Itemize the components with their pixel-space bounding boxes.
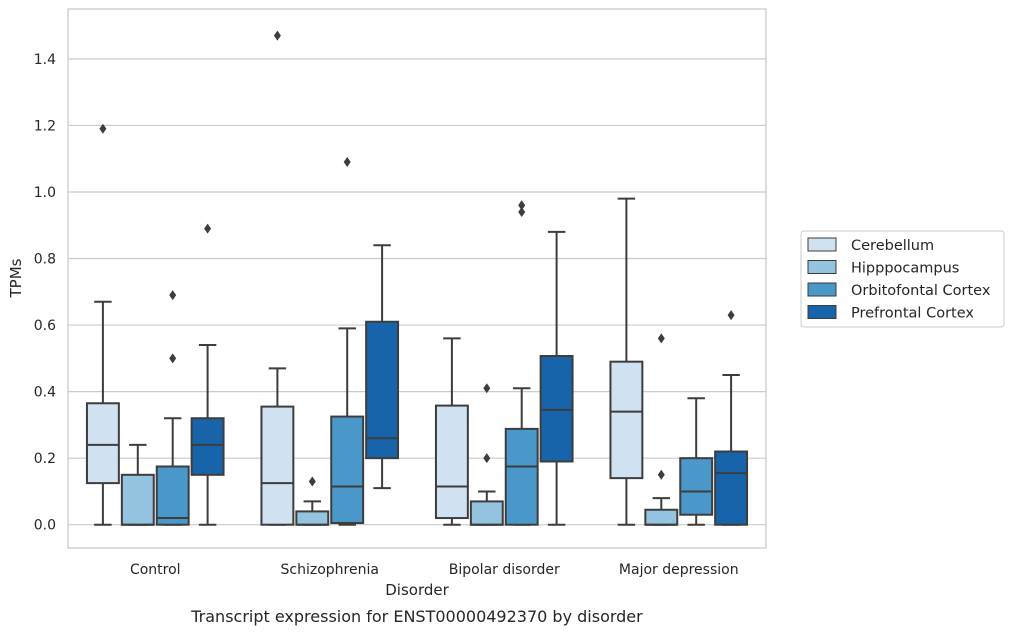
legend-frame [800,230,1005,328]
plot-frame [67,8,767,549]
box-layer [85,30,749,526]
legend-swatch [807,305,837,319]
legend-label: Cerebellum [851,238,934,254]
box-2-1 [469,383,504,526]
y-tick-label: 0.8 [34,252,56,268]
x-tick-label: Schizophrenia [281,562,379,578]
box-body [504,427,539,526]
box-body [434,404,469,520]
y-tick-label: 0.0 [34,518,56,534]
outlier-point [518,206,526,217]
y-tick-label: 0.4 [34,385,56,401]
outlier-point [343,157,351,168]
outlier-point [727,310,735,321]
box-body [365,320,400,460]
outlier-point [483,453,491,464]
outlier-point [657,469,665,480]
legend-swatch [807,260,837,274]
outlier-point [657,333,665,344]
box-body [609,360,644,480]
box-body [539,355,574,463]
outlier-point [99,123,107,134]
box-body [714,450,749,526]
box-3-2 [679,397,714,526]
box-3-3 [714,310,749,526]
box-2-0 [434,337,469,526]
x-axis-title: Disorder [385,581,449,599]
box-0-3 [190,223,225,526]
legend-swatch [807,282,837,297]
chart-caption: Transcript expression for ENST0000049237… [190,607,643,626]
box-body [85,402,120,485]
box-1-0 [260,30,295,526]
y-axis-title: TPMs [7,258,25,298]
legend-label: Prefrontal Cortex [851,306,974,322]
y-tick-label: 1.2 [34,118,56,134]
outlier-point [308,476,316,487]
legend-label: Orbitofontal Cortex [851,283,991,299]
y-tick-labels: 0.0 0.2 0.4 0.6 0.8 1.0 1.2 1.4 [34,52,56,534]
box-3-1 [644,333,679,526]
box-body [190,417,225,476]
outlier-point [169,353,177,364]
grid-lines [68,58,766,526]
box-1-2 [330,157,365,526]
box-2-2 [504,200,539,526]
outlier-point [483,383,491,394]
box-1-1 [295,476,330,526]
box-body [679,457,714,516]
outlier-point [273,30,281,41]
legend-label: Hipppocampus [851,261,959,277]
x-tick-label: Bipolar disorder [449,562,560,578]
legend: Cerebellum Hipppocampus Orbitofontal Corte… [800,230,1005,328]
y-tick-label: 1.4 [34,52,56,68]
box-body [120,473,155,526]
box-body [260,405,295,526]
y-tick-label: 0.2 [34,451,56,467]
legend-swatch [807,237,837,252]
box-0-1 [120,443,155,526]
box-0-2 [155,290,190,526]
x-tick-labels: Control Schizophrenia Bipolar disorder Majo… [130,562,739,578]
outlier-point [518,200,526,211]
box-body [295,510,330,526]
box-body [155,465,190,526]
x-tick-label: Major depression [619,562,739,578]
box-body [644,508,679,526]
box-body [330,415,365,525]
y-tick-label: 1.0 [34,185,56,201]
box-body [469,500,504,526]
box-1-3 [365,244,400,490]
box-0-0 [85,123,120,526]
outlier-point [204,223,212,234]
x-tick-label: Control [130,562,181,578]
box-3-0 [609,197,644,526]
box-2-3 [539,230,574,526]
y-tick-label: 0.6 [34,318,56,334]
outlier-point [169,290,177,301]
